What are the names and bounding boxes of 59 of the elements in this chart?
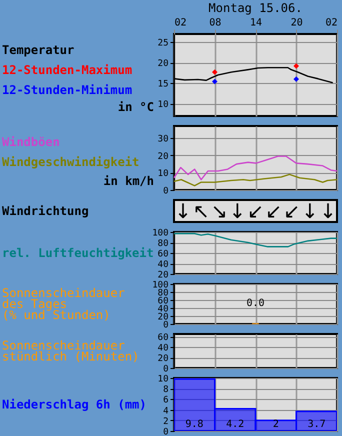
- text: Windrichtung: [2, 204, 89, 218]
- text: ↘: [210, 199, 228, 223]
- y-tick-label: 10: [158, 169, 168, 180]
- y-tick-label: 4: [163, 406, 168, 416]
- y-tick-label: 20: [158, 312, 168, 322]
- y-tick-label: 40: [158, 260, 168, 270]
- y-tick-label: 40: [158, 344, 168, 354]
- y-tick-label: 2: [163, 416, 168, 427]
- y-axis-title: Sonnenscheindauer des Tages (% und Stunden): [2, 286, 125, 322]
- y-tick-label: 100: [152, 228, 168, 238]
- data-label: 9.8: [185, 419, 204, 430]
- data-label: 3.7: [308, 419, 326, 430]
- y-tick-label: 20: [158, 59, 168, 70]
- text: ↓: [320, 199, 336, 223]
- y-tick-label: 0: [163, 320, 168, 330]
- data-label: 4.2: [226, 419, 244, 430]
- y-tick-label: 20: [158, 354, 168, 364]
- y-tick-label: 60: [158, 296, 168, 306]
- text: ↓: [228, 199, 246, 223]
- text: ↓: [174, 199, 192, 223]
- text: ↓: [301, 199, 318, 223]
- y-tick-label: 20: [158, 152, 168, 162]
- text: ↙: [247, 199, 264, 223]
- text: ↖: [192, 199, 210, 223]
- y-tick-label: 8: [163, 385, 168, 396]
- y-axis-title: in km/h: [103, 174, 154, 188]
- y-axis-title: Sonnenscheindauer stündlich (Minuten): [2, 338, 140, 364]
- x-tick-label: 20: [290, 18, 303, 28]
- y-tick-label: 100: [152, 280, 168, 290]
- x-tick-label: 02: [174, 18, 187, 28]
- y-tick-label: 60: [158, 250, 168, 260]
- chart-title: Montag 15.06.: [208, 1, 302, 15]
- text: Niederschlag 6h (mm): [2, 398, 146, 412]
- text: ↙: [265, 199, 282, 223]
- text: 12-Stunden-Minimum: [2, 83, 132, 97]
- series-label: rel. Luftfeuchtigkeit: [2, 246, 154, 260]
- y-axis-title: in °C: [118, 100, 154, 114]
- data-label: 2: [272, 419, 279, 430]
- y-tick-label: 30: [158, 134, 168, 145]
- x-tick-label: 02: [325, 18, 338, 28]
- y-tick-label: 25: [158, 38, 168, 49]
- y-tick-label: 80: [158, 239, 168, 249]
- text: 12-Stunden-Maximum: [2, 63, 132, 77]
- y-tick-label: 6: [163, 396, 168, 406]
- x-tick-label: 08: [209, 18, 222, 28]
- x-tick-label: 14: [250, 18, 262, 28]
- y-tick-label: 10: [158, 100, 168, 110]
- y-tick-label: 20: [158, 270, 168, 280]
- text: Temperatur: [2, 43, 74, 57]
- text: ↙: [283, 199, 300, 223]
- text: Windböen: [2, 135, 60, 149]
- y-tick-label: 0: [163, 186, 168, 196]
- y-tick-label: 0: [163, 428, 168, 436]
- y-tick-label: 15: [158, 80, 168, 90]
- text: Windgeschwindigkeit: [2, 155, 140, 169]
- data-label: 0.0: [246, 298, 265, 309]
- y-tick-label: 60: [158, 333, 168, 344]
- y-tick-label: 10: [158, 374, 168, 384]
- y-tick-label: 0: [163, 364, 168, 374]
